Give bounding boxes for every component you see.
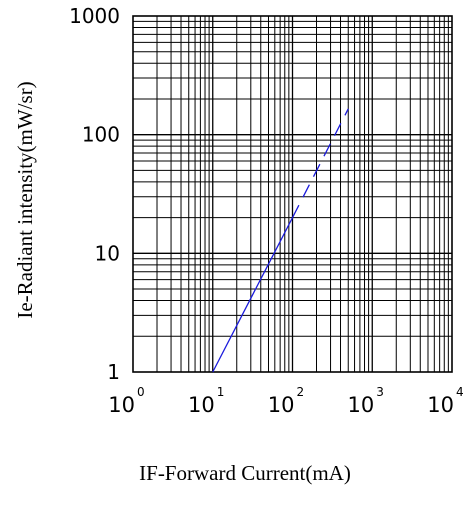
x-tick-label-base: 10 <box>108 393 135 417</box>
x-tick-label-exponent: 0 <box>137 385 145 399</box>
series-group <box>212 108 349 373</box>
x-tick-label-base: 10 <box>268 393 295 417</box>
x-tick-label-base: 10 <box>348 393 375 417</box>
x-tick-label-base: 10 <box>427 393 454 417</box>
x-tick-label-exponent: 3 <box>376 385 384 399</box>
y-tick-label: 10 <box>95 241 120 265</box>
y-tick-label: 100 <box>82 123 120 147</box>
series-line-solid <box>212 217 294 373</box>
y-axis-title: Ie-Radiant intensity(mW/sr) <box>13 81 37 318</box>
series-line-dashed <box>291 108 349 218</box>
y-tick-label: 1 <box>107 360 120 384</box>
x-axis-title: IF-Forward Current(mA) <box>139 461 351 485</box>
y-tick-label: 1000 <box>69 4 120 28</box>
grid <box>133 16 452 372</box>
x-tick-label-base: 10 <box>188 393 215 417</box>
x-tick-label-exponent: 4 <box>456 385 464 399</box>
y-tick-labels: 1 10 100 1000 <box>69 4 120 384</box>
x-tick-label-exponent: 2 <box>297 385 305 399</box>
plot-frame <box>132 15 453 373</box>
x-tick-label-exponent: 1 <box>217 385 225 399</box>
